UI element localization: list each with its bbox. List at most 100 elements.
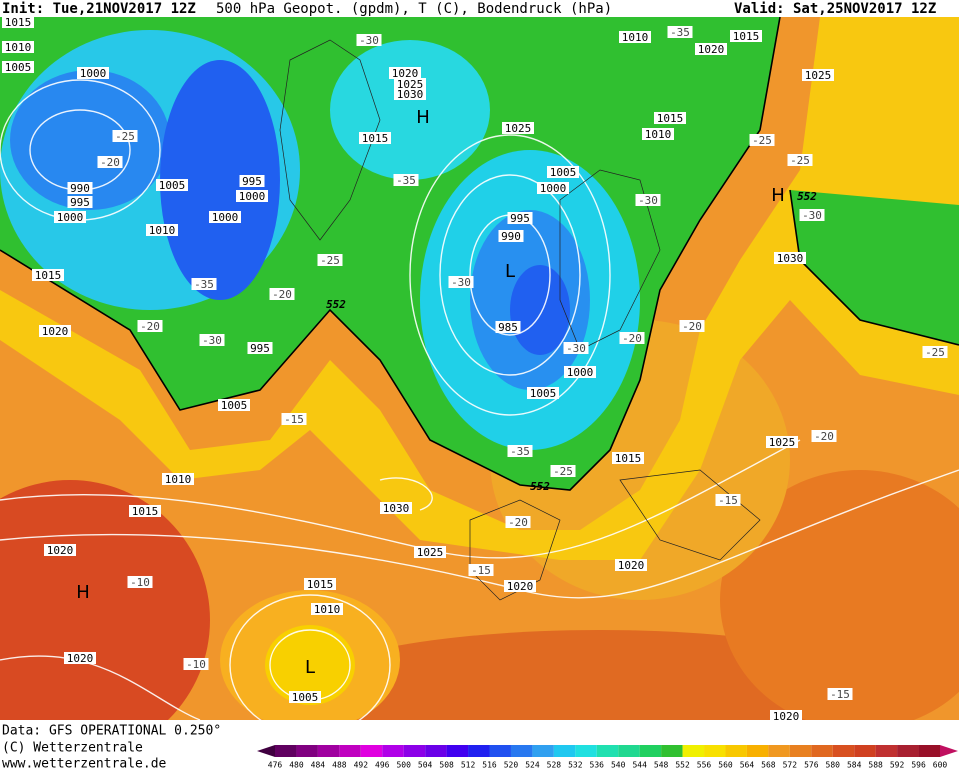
legend-swatch — [425, 745, 447, 757]
pressure-label: 1020 — [392, 67, 419, 80]
legend-tick-label: 528 — [547, 761, 562, 770]
temperature-label-box — [715, 494, 741, 506]
legend-swatch — [746, 745, 769, 757]
temperature-label: -15 — [284, 413, 304, 426]
legend-tick-label: 560 — [718, 761, 733, 770]
pressure-label-box — [527, 387, 559, 399]
pressure-label: 1015 — [362, 132, 389, 145]
legend-swatch — [317, 745, 340, 757]
pressure-label-box — [537, 182, 569, 194]
temperature-label: -25 — [752, 134, 772, 147]
pressure-label: 1015 — [307, 578, 334, 591]
legend-swatch — [275, 745, 297, 757]
data-source: Data: GFS OPERATIONAL 0.250° — [2, 724, 221, 739]
legend-swatch — [382, 745, 404, 757]
legend-swatch — [296, 745, 318, 757]
pressure-label: 1000 — [80, 67, 107, 80]
temperature-label: -35 — [396, 174, 416, 187]
pressure-label-box — [394, 88, 426, 100]
temperature-label-box — [563, 342, 589, 354]
low-marker: L — [305, 657, 315, 678]
temperature-label-box — [749, 134, 775, 146]
pressure-label-box — [564, 366, 596, 378]
low-marker: L — [505, 261, 515, 282]
pressure-label-box — [2, 41, 34, 53]
pressure-label: 1000 — [567, 366, 594, 379]
legend-tick-label: 596 — [911, 761, 926, 770]
temperature-label: -20 — [100, 156, 120, 169]
valid-time: Valid: Sat,25NOV2017 12Z — [734, 1, 936, 17]
temperature-label: -20 — [272, 288, 292, 301]
legend-tick-label: 600 — [933, 761, 948, 770]
temperature-label: -25 — [115, 130, 135, 143]
temperature-label-box — [468, 564, 494, 576]
pressure-label: 1005 — [530, 387, 557, 400]
temperature-label: -30 — [802, 209, 822, 222]
pressure-label-box — [774, 252, 806, 264]
legend-tick-label: 588 — [868, 761, 883, 770]
pressure-label-box — [766, 436, 798, 448]
pressure-label-box — [359, 132, 391, 144]
legend-tick-label: 592 — [890, 761, 905, 770]
pressure-label: 1005 — [292, 691, 319, 704]
pressure-label: 1010 — [149, 224, 176, 237]
pressure-label-box — [619, 31, 651, 43]
temperature-label: -25 — [925, 346, 945, 359]
pressure-label-box — [64, 652, 96, 664]
pressure-label-box — [67, 196, 93, 208]
pressure-label: 1015 — [5, 16, 32, 29]
legend-tick-label: 532 — [568, 761, 583, 770]
height-label: 552 — [326, 298, 346, 311]
temperature-label: -30 — [638, 194, 658, 207]
temperature-label-box — [667, 26, 693, 38]
temperature-label: -30 — [202, 334, 222, 347]
legend-tick-label: 548 — [654, 761, 669, 770]
legend-tick-label: 488 — [332, 761, 347, 770]
legend-tick-label: 576 — [804, 761, 819, 770]
pressure-label-box — [502, 122, 534, 134]
legend-tick-label: 492 — [354, 761, 369, 770]
pressure-label-box — [2, 61, 34, 73]
pressure-label-box — [236, 190, 268, 202]
pressure-label: 995 — [250, 342, 270, 355]
high-marker: H — [771, 185, 785, 206]
pressure-label: 1005 — [5, 61, 32, 74]
temperature-label: -20 — [508, 516, 528, 529]
legend-swatch — [510, 745, 533, 757]
temperature-label-box — [183, 658, 209, 670]
pressure-label: 995 — [70, 196, 90, 209]
pressure-label: 1030 — [397, 88, 424, 101]
temperature-label: -35 — [510, 445, 530, 458]
pressure-label: 1020 — [618, 559, 645, 572]
temperature-label: -30 — [451, 276, 471, 289]
pressure-label: 1010 — [5, 41, 32, 54]
pressure-label-box — [802, 69, 834, 81]
temperature-label: -35 — [670, 26, 690, 39]
pressure-label: 1025 — [769, 436, 796, 449]
temperature-label-box — [127, 576, 153, 588]
legend-swatch — [811, 745, 833, 757]
legend-tick-label: 508 — [439, 761, 454, 770]
pressure-label-box — [414, 546, 446, 558]
legend-tick-label: 572 — [783, 761, 798, 770]
pressure-label-box — [44, 544, 76, 556]
legend-tick-label: 512 — [461, 761, 476, 770]
temperature-label: -30 — [566, 342, 586, 355]
legend-tick-label: 568 — [761, 761, 776, 770]
legend-tick-label: 552 — [675, 761, 690, 770]
legend-tick-label: 504 — [418, 761, 433, 770]
legend-arrow — [940, 745, 958, 757]
pressure-label-box — [77, 67, 109, 79]
pressure-label-box — [129, 505, 161, 517]
temperature-label-box — [635, 194, 661, 206]
legend-swatch — [468, 745, 490, 757]
temperature-label: -25 — [553, 465, 573, 478]
temperature-label: -35 — [194, 278, 214, 291]
temperature-label-box — [137, 320, 163, 332]
legend-tick-label: 584 — [847, 761, 862, 770]
legend-tick-label: 484 — [311, 761, 326, 770]
temperature-label: -10 — [130, 576, 150, 589]
pressure-label: 1015 — [35, 269, 62, 282]
pressure-label: 1025 — [397, 78, 424, 91]
